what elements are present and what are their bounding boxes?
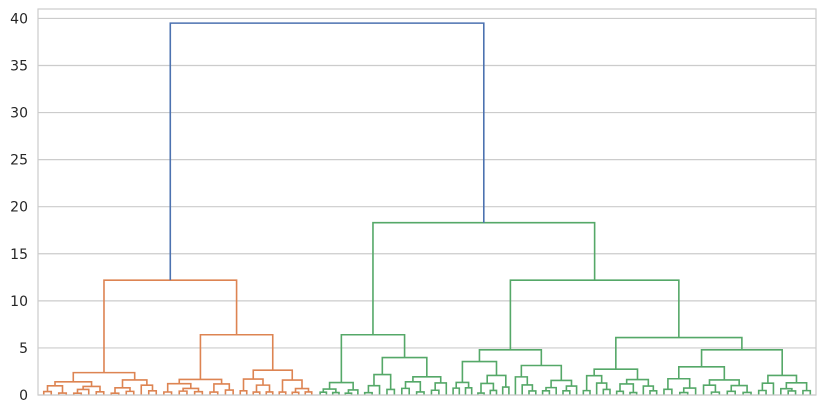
dendrogram-link [224, 389, 234, 395]
dendrogram-link [802, 389, 812, 395]
dendrogram-link [787, 390, 797, 395]
dendrogram-link [209, 391, 219, 395]
dendrogram-link [294, 387, 310, 393]
dendrogram-link [562, 389, 571, 395]
dendrogram-link [255, 384, 271, 393]
y-tick-label: 20 [10, 200, 28, 216]
dendrogram-link [434, 382, 448, 395]
dendrogram-link [582, 389, 591, 395]
dendrogram-link [521, 384, 534, 395]
dendrogram-link [404, 381, 422, 392]
dendrogram-link [545, 386, 557, 395]
dendrogram-link [593, 368, 639, 380]
dendrogram-link [252, 391, 261, 395]
dendrogram-link [328, 381, 354, 390]
dendrogram-link [178, 378, 223, 384]
dendrogram-link [76, 388, 90, 395]
dendrogram-link [682, 387, 697, 395]
dendrogram-link [501, 386, 510, 395]
dendrogram-link [304, 391, 313, 395]
dendrogram-link [602, 388, 611, 395]
dendrogram-link [480, 382, 495, 394]
dendrogram-link [761, 382, 775, 395]
dendrogram-link [625, 378, 650, 387]
dendrogram-link [265, 391, 274, 395]
dendrogram-link [678, 366, 726, 380]
dendrogram-link [710, 391, 721, 395]
dendrogram-link [252, 369, 294, 381]
dendrogram-link [461, 360, 498, 383]
dendrogram-link [452, 387, 461, 395]
dendrogram-link [785, 381, 808, 391]
y-tick-label: 30 [10, 106, 28, 122]
dendrogram-link [464, 387, 473, 395]
dendrogram-link [678, 391, 689, 395]
dendrogram-link [667, 377, 691, 390]
dendrogram-link [528, 390, 537, 395]
dendrogram-link [615, 390, 625, 395]
dendrogram-link [322, 388, 337, 393]
dendrogram-link [72, 392, 83, 395]
y-tick-label: 5 [19, 341, 28, 357]
dendrogram-link [642, 385, 655, 395]
dendrogram-link [509, 279, 680, 350]
dendrogram-link [757, 389, 767, 395]
dendrogram-link [147, 390, 158, 395]
dendrogram-link [331, 391, 340, 395]
dendrogram-link [708, 379, 740, 386]
dendrogram-link [367, 384, 381, 395]
dendrogram-link [372, 221, 596, 335]
gridlines [38, 17, 816, 396]
dendrogram-link [178, 390, 188, 395]
dendrogram-link [239, 389, 248, 395]
dendrogram-link [340, 333, 406, 383]
dendrogram-link [663, 388, 673, 395]
dendrogram-link [629, 391, 638, 395]
plot-frame [37, 8, 817, 396]
dendrogram-link [649, 389, 658, 395]
dendrogram-link [140, 384, 154, 395]
dendrogram-link [619, 383, 635, 393]
dendrogram-link [278, 391, 287, 395]
y-axis-tick-labels: 0 5 10 15 20 25 30 35 40 [10, 11, 28, 404]
dendrogram-link [381, 356, 428, 377]
y-tick-label: 15 [10, 247, 28, 263]
dendrogram-link [415, 391, 425, 395]
dendrogram-link [103, 279, 238, 373]
dendrogram-link [291, 391, 300, 395]
dendrogram-link [780, 387, 793, 395]
dendrogram-link [700, 349, 783, 376]
dendrogram-link [489, 389, 498, 395]
dendrogram-link [486, 374, 507, 388]
y-tick-label: 25 [10, 153, 28, 169]
dendrogram-link [199, 333, 274, 380]
dendrogram-link [514, 376, 529, 395]
dendrogram-link [169, 22, 485, 281]
dendrogram-link [430, 389, 440, 395]
dendrogram-link [565, 385, 578, 395]
dendrogram-link [702, 384, 717, 395]
y-tick-label: 0 [19, 388, 28, 404]
dendrogram-link [373, 373, 392, 390]
dendrogram-link [742, 391, 752, 395]
dendrogram-link [615, 336, 743, 370]
dendrogram-link [478, 349, 543, 366]
dendrogram-link [121, 379, 148, 388]
dendrogram-link [541, 389, 551, 395]
dendrogram-link [281, 379, 303, 393]
dendrogram-link [114, 387, 131, 394]
y-tick-label: 35 [10, 58, 28, 74]
dendrogram-links [42, 22, 812, 395]
dendrogram-link [42, 390, 53, 395]
dendrogram-link [400, 387, 411, 395]
dendrogram-link [767, 374, 798, 384]
y-tick-label: 10 [10, 294, 28, 310]
y-tick-label: 40 [10, 11, 28, 27]
dendrogram-link [386, 388, 396, 395]
